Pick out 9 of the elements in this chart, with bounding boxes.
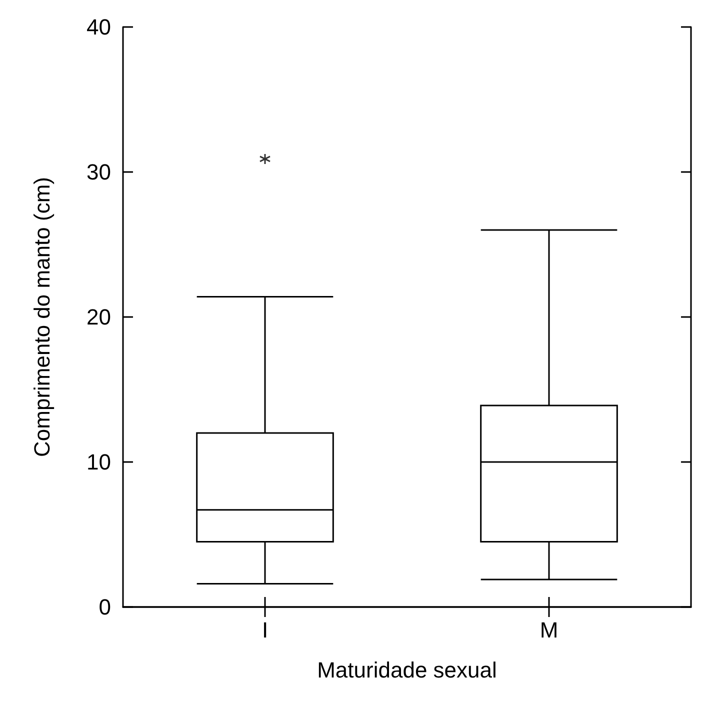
x-tick-label: I xyxy=(262,618,268,642)
x-tick-label: M xyxy=(540,618,558,642)
x-axis-title: Maturidade sexual xyxy=(317,658,497,682)
y-tick-label: 40 xyxy=(86,14,111,40)
y-tick-label: 0 xyxy=(98,594,111,620)
y-tick-label: 30 xyxy=(86,160,111,184)
y-tick-label: 10 xyxy=(86,450,111,474)
y-axis-title: Comprimento do manto (cm) xyxy=(30,177,54,457)
y-tick-label: 20 xyxy=(86,304,111,330)
